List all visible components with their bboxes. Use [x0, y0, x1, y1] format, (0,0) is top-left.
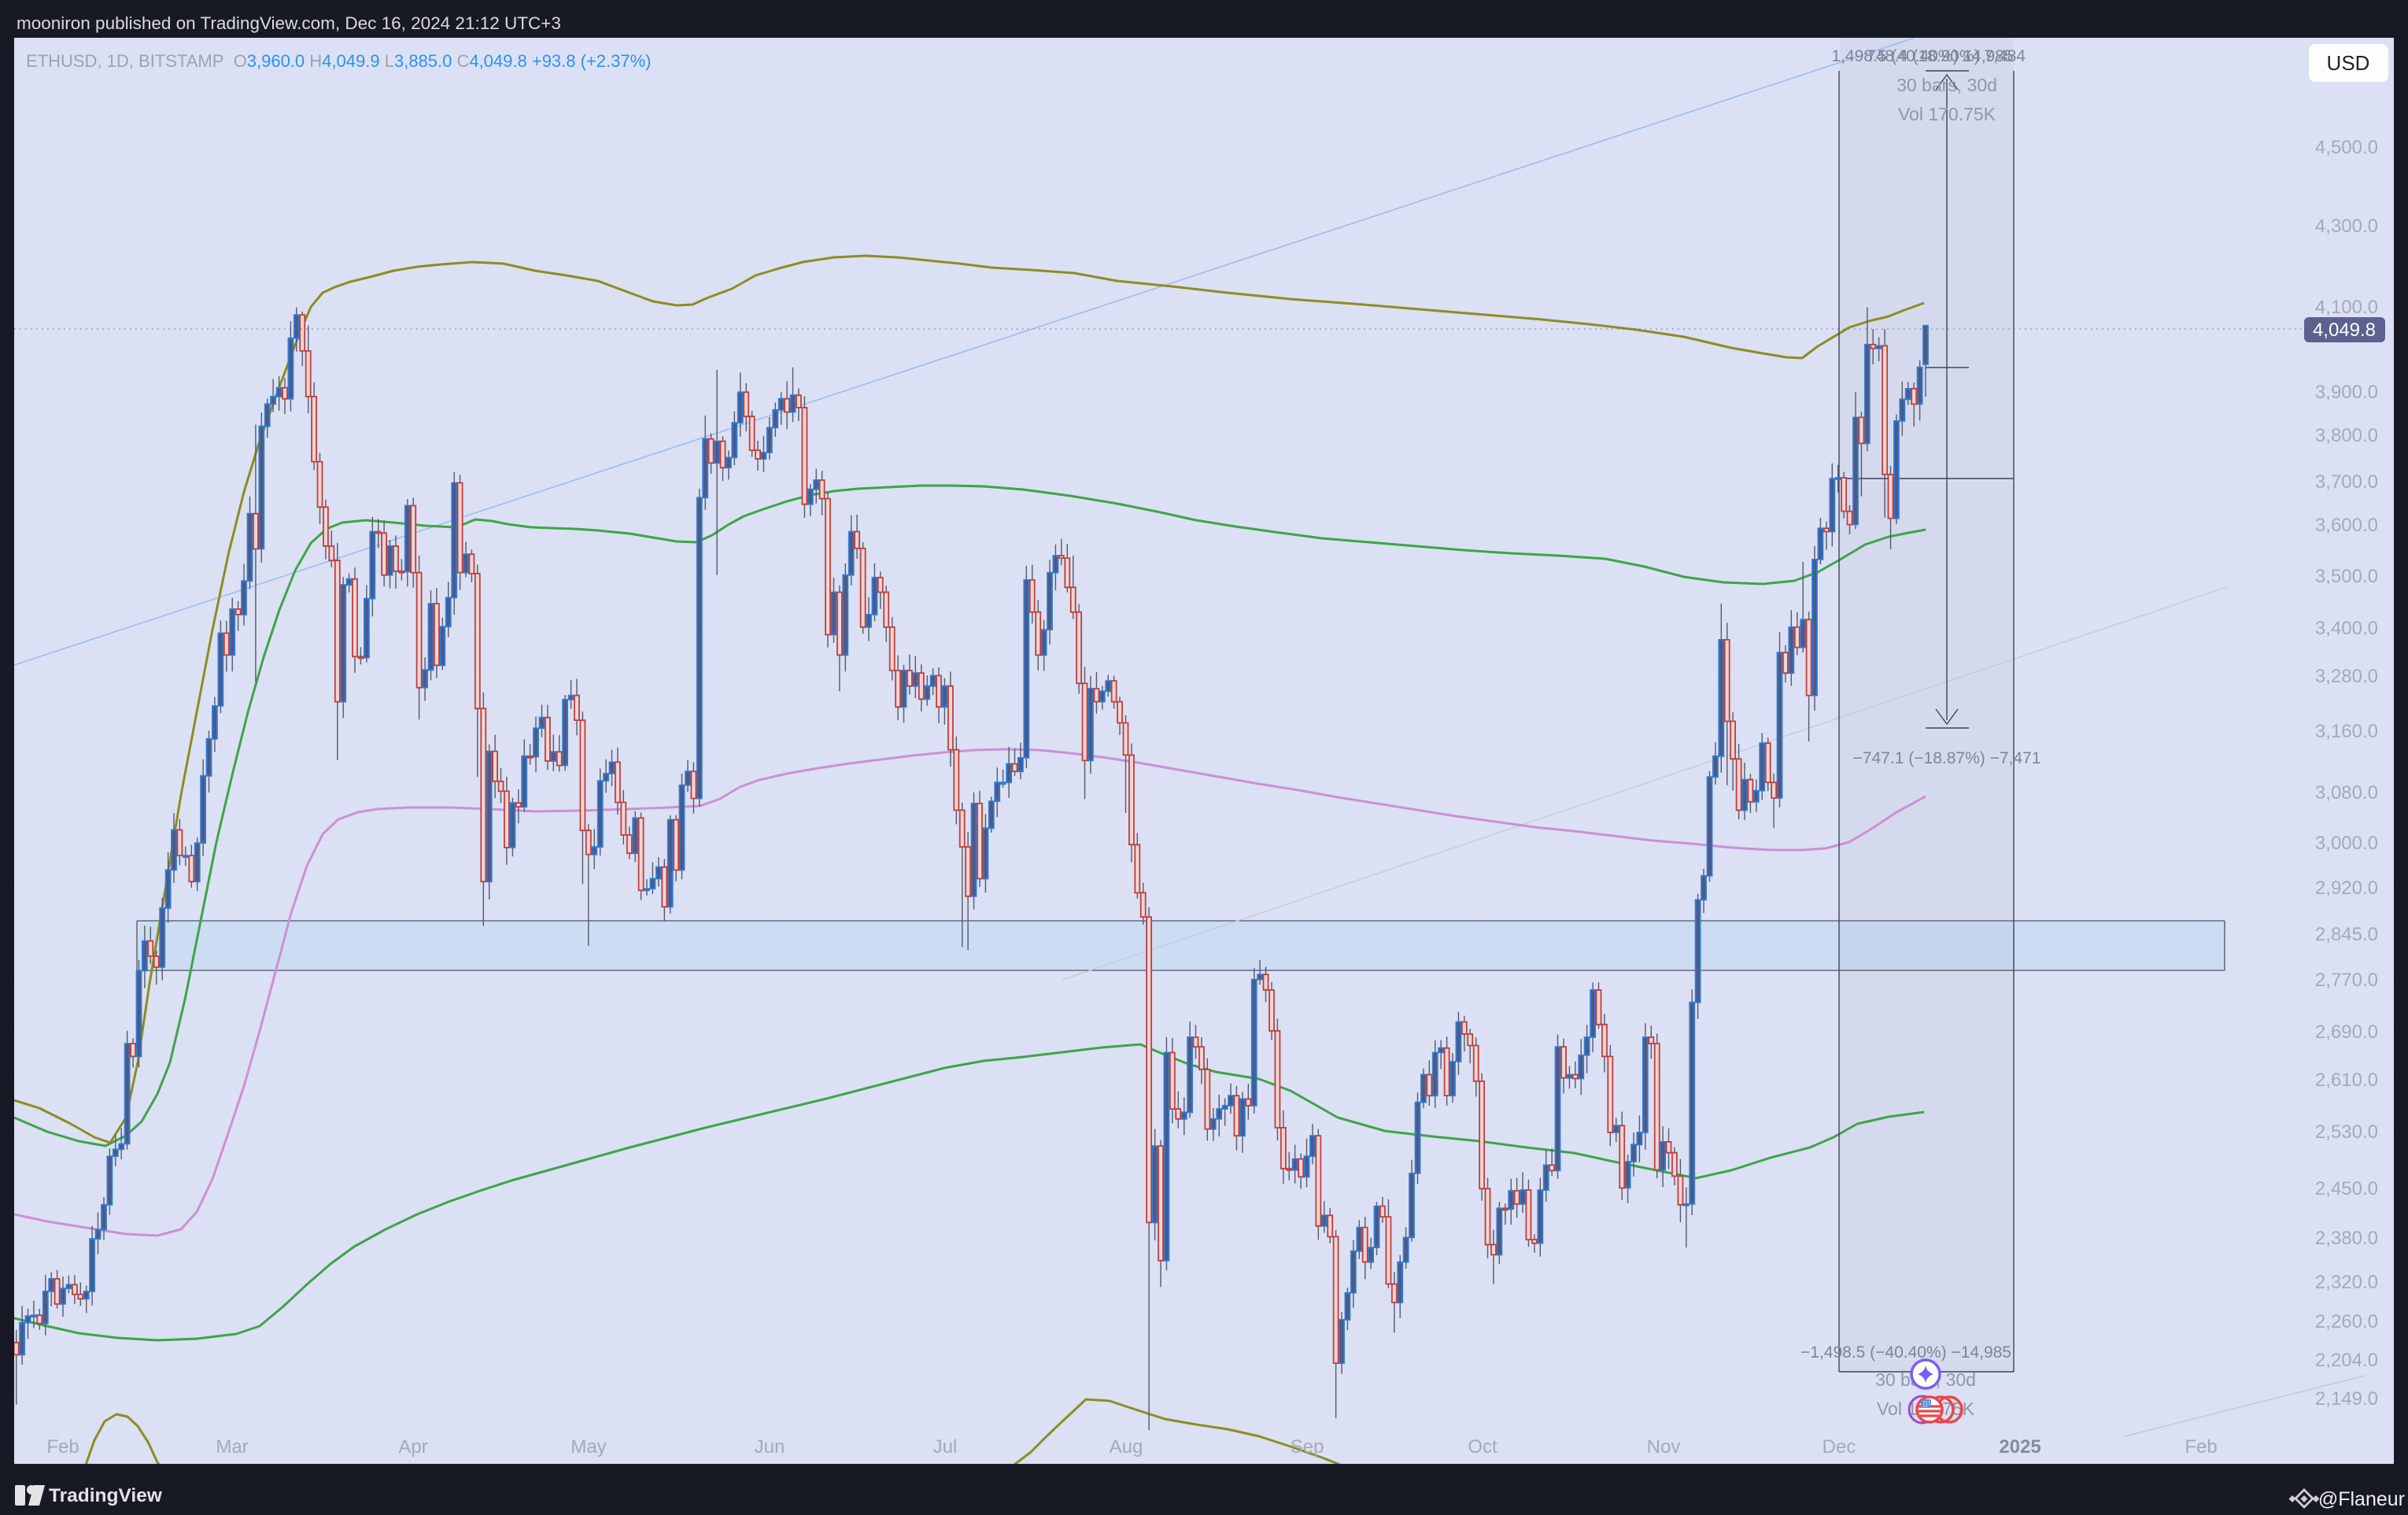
- svg-text:Jul: Jul: [933, 1436, 958, 1458]
- svg-text:2,260.0: 2,260.0: [2315, 1311, 2378, 1332]
- svg-text:3,280.0: 3,280.0: [2315, 666, 2378, 687]
- svg-text:Jun: Jun: [755, 1436, 785, 1458]
- svg-text:748.4 (18.90%) 7,484: 748.4 (18.90%) 7,484: [1867, 47, 2026, 65]
- svg-text:Aug: Aug: [1110, 1436, 1143, 1458]
- svg-text:3,080.0: 3,080.0: [2315, 782, 2378, 804]
- svg-text:1,498.5 (40.40%) 14,985: 1,498.5 (40.40%) 14,985: [1831, 47, 2013, 65]
- svg-text:Feb: Feb: [46, 1436, 79, 1458]
- svg-text:Mar: Mar: [216, 1436, 248, 1458]
- svg-text:mooniron published on TradingV: mooniron published on TradingView.com, D…: [17, 13, 561, 33]
- svg-text:Vol 170.75K: Vol 170.75K: [1898, 104, 1996, 124]
- svg-text:Dec: Dec: [1823, 1436, 1856, 1458]
- svg-text:4,500.0: 4,500.0: [2315, 137, 2378, 158]
- svg-text:3,900.0: 3,900.0: [2315, 382, 2378, 403]
- svg-text:TradingView: TradingView: [49, 1485, 163, 1506]
- svg-text:Apr: Apr: [398, 1436, 427, 1458]
- svg-text:3,800.0: 3,800.0: [2315, 425, 2378, 446]
- svg-text:3,400.0: 3,400.0: [2315, 618, 2378, 639]
- svg-text:USD: USD: [2327, 51, 2370, 75]
- svg-text:ETHUSD, 1D, BITSTAMP O3,960.0: ETHUSD, 1D, BITSTAMP O3,960.0 H4,049.9 L…: [26, 51, 652, 71]
- svg-text:2,770.0: 2,770.0: [2315, 970, 2378, 991]
- svg-text:4,300.0: 4,300.0: [2315, 216, 2378, 237]
- svg-text:2,450.0: 2,450.0: [2315, 1178, 2378, 1199]
- svg-text:4,100.0: 4,100.0: [2315, 297, 2378, 318]
- svg-text:@Flaneur: @Flaneur: [2318, 1488, 2405, 1510]
- svg-text:2,320.0: 2,320.0: [2315, 1272, 2378, 1293]
- svg-text:2,610.0: 2,610.0: [2315, 1070, 2378, 1091]
- svg-text:2,845.0: 2,845.0: [2315, 924, 2378, 945]
- svg-text:−1,498.5 (−40.40%) −14,985: −1,498.5 (−40.40%) −14,985: [1800, 1343, 2011, 1362]
- svg-text:2025: 2025: [1999, 1436, 2041, 1458]
- svg-text:2,920.0: 2,920.0: [2315, 878, 2378, 899]
- svg-text:−747.1 (−18.87%) −7,471: −747.1 (−18.87%) −7,471: [1853, 749, 2041, 767]
- svg-text:4,049.8: 4,049.8: [2313, 320, 2376, 341]
- svg-text:Sep: Sep: [1291, 1436, 1324, 1458]
- svg-text:Feb: Feb: [2185, 1436, 2217, 1458]
- svg-text:Nov: Nov: [1647, 1436, 1681, 1458]
- svg-text:30 bars, 30d: 30 bars, 30d: [1896, 75, 1997, 95]
- svg-text:2,149.0: 2,149.0: [2315, 1388, 2378, 1410]
- svg-text:2,204.0: 2,204.0: [2315, 1350, 2378, 1371]
- svg-text:May: May: [571, 1436, 606, 1458]
- svg-text:2,530.0: 2,530.0: [2315, 1121, 2378, 1143]
- svg-text:3,160.0: 3,160.0: [2315, 721, 2378, 742]
- svg-text:2,380.0: 2,380.0: [2315, 1228, 2378, 1249]
- svg-text:3,000.0: 3,000.0: [2315, 833, 2378, 854]
- svg-text:Oct: Oct: [1468, 1436, 1498, 1458]
- svg-text:2,690.0: 2,690.0: [2315, 1022, 2378, 1043]
- svg-text:3,700.0: 3,700.0: [2315, 471, 2378, 493]
- svg-text:3,500.0: 3,500.0: [2315, 566, 2378, 587]
- svg-text:3,600.0: 3,600.0: [2315, 515, 2378, 536]
